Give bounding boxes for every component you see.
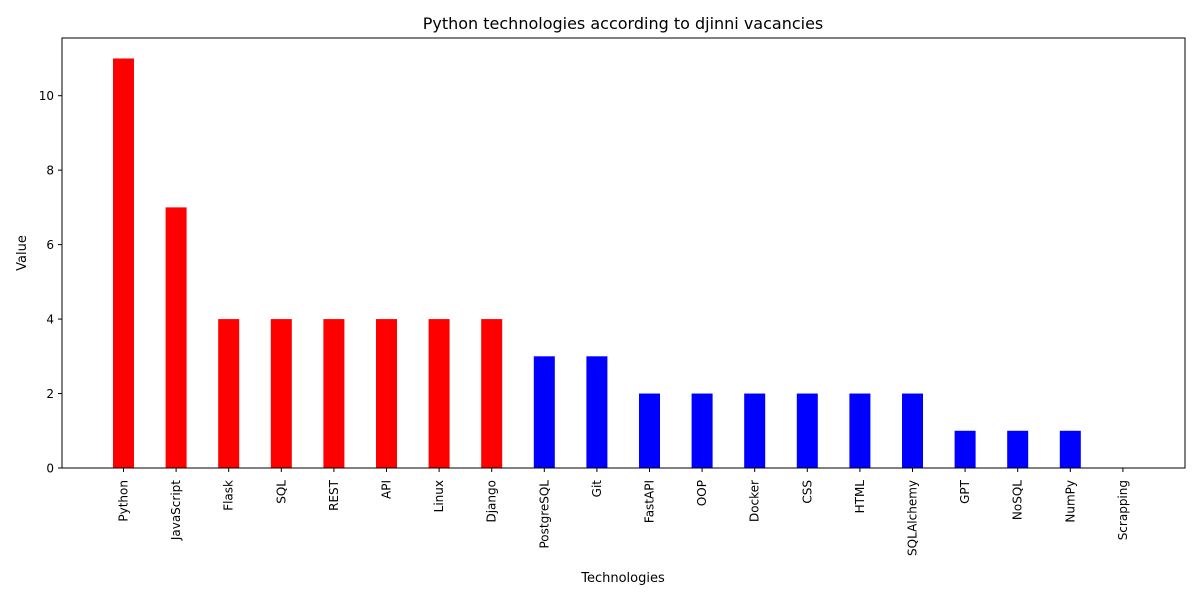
y-ticks-group: 0 2 4 6 8 10	[39, 89, 62, 476]
y-tick-label: 4	[46, 313, 54, 327]
bar-css	[796, 393, 818, 468]
bar-fastapi	[639, 393, 660, 468]
y-tick-label: 2	[46, 387, 54, 401]
bar-django	[481, 319, 503, 468]
bar-javascript	[165, 207, 187, 468]
x-tick-label: API	[380, 480, 394, 499]
x-tick-label: Linux	[432, 480, 446, 512]
x-tick-label: PostgreSQL	[537, 480, 551, 549]
x-axis-label: Technologies	[580, 571, 665, 586]
bar-python	[113, 58, 134, 468]
bar-rest	[323, 319, 345, 468]
y-tick-label: 6	[46, 238, 54, 252]
x-tick-label: NoSQL	[1011, 480, 1025, 520]
bar-api	[376, 319, 397, 468]
x-tick-label: REST	[327, 479, 341, 511]
x-tick-label: Django	[485, 480, 499, 523]
x-ticks-group: Python JavaScript Flask SQL REST API Linux Djan…	[117, 468, 1130, 556]
bar-flask	[218, 319, 240, 468]
x-tick-label: Git	[590, 480, 604, 498]
plot-frame	[61, 37, 1186, 469]
x-tick-label: HTML	[853, 480, 867, 514]
x-tick-label: GPT	[958, 479, 972, 504]
bar-sql	[270, 319, 292, 468]
bar-html	[849, 393, 871, 468]
bar-gpt	[954, 430, 976, 468]
y-axis-label: Value	[15, 235, 30, 271]
y-tick-label: 0	[46, 462, 54, 476]
x-tick-label: Scrapping	[1116, 480, 1130, 540]
y-tick-label: 8	[46, 164, 54, 178]
bars-group	[113, 58, 1081, 468]
x-tick-label: CSS	[800, 480, 814, 504]
x-tick-label: SQL	[274, 480, 288, 504]
bar-sqlalchemy	[902, 393, 923, 468]
x-tick-label: Flask	[222, 480, 236, 511]
bar-linux	[428, 319, 450, 468]
bar-numpy	[1059, 430, 1081, 468]
bar-oop	[691, 393, 713, 468]
x-tick-label: JavaScript	[169, 480, 183, 541]
y-tick-label: 10	[39, 89, 54, 103]
bar-git	[586, 356, 608, 468]
chart-title: Python technologies according to djinni …	[423, 14, 824, 33]
bar-postgresql	[533, 356, 555, 468]
x-tick-label: FastAPI	[643, 480, 657, 523]
bar-nosql	[1007, 430, 1029, 468]
bar-docker	[744, 393, 766, 468]
x-tick-label: OOP	[695, 480, 709, 506]
x-tick-label: NumPy	[1063, 480, 1077, 523]
x-tick-label: SQLAlchemy	[906, 480, 920, 556]
x-tick-label: Docker	[748, 480, 762, 522]
x-tick-label: Python	[117, 480, 131, 522]
